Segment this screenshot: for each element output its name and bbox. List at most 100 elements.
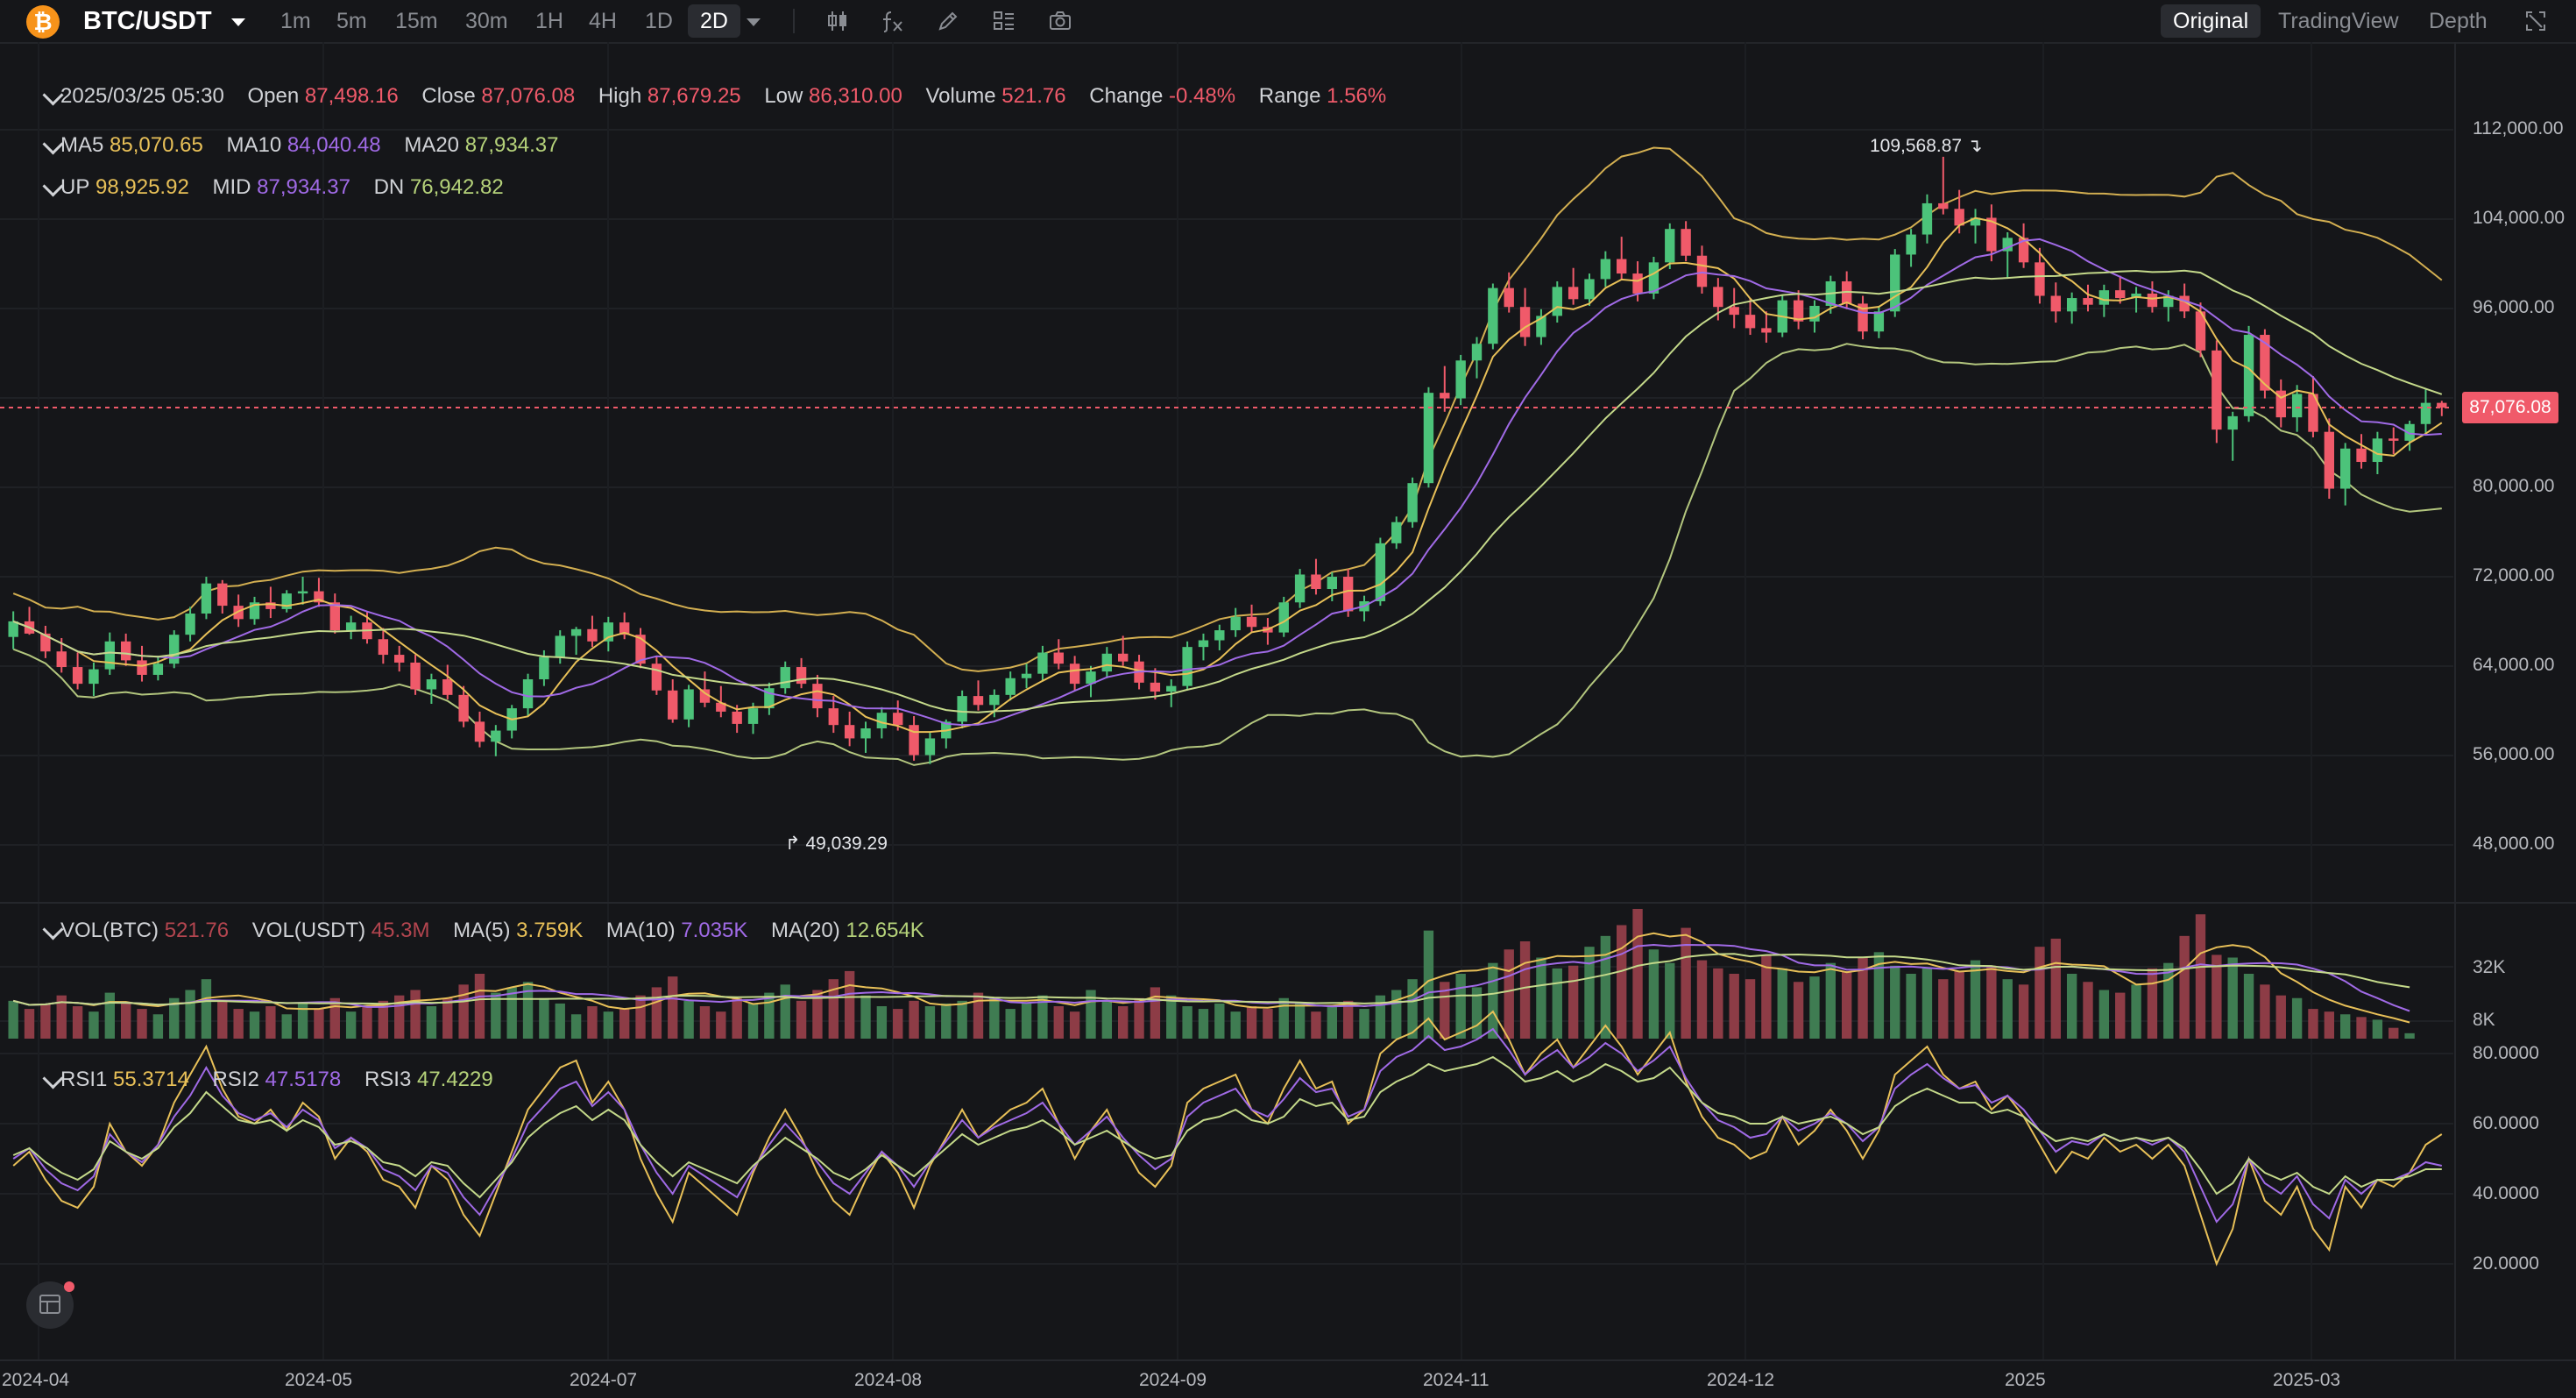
timeframe-2d[interactable]: 2D <box>688 4 740 38</box>
fullscreen-icon[interactable] <box>2522 7 2550 35</box>
candle-body <box>2163 295 2174 308</box>
volume-bar <box>152 1014 164 1039</box>
rsi1-line <box>12 1010 2443 1267</box>
candle-body <box>635 635 646 664</box>
candle-body <box>570 628 582 636</box>
candle <box>394 645 405 672</box>
candle <box>169 630 180 669</box>
price-tick: 96,000.00 <box>2473 297 2555 317</box>
candle-body <box>1230 616 1241 631</box>
candle-body <box>603 622 614 642</box>
volume-bar <box>1681 927 1691 1039</box>
volume-bar <box>539 997 549 1039</box>
candle-body <box>137 660 147 675</box>
candle-body <box>2243 335 2254 416</box>
candle-body <box>1954 209 1964 226</box>
view-tradingview-tab[interactable]: TradingView <box>2278 9 2399 33</box>
volume-bar <box>973 992 984 1039</box>
camera-icon[interactable] <box>1046 7 1074 35</box>
candle <box>699 671 711 707</box>
volume-bar <box>297 1003 308 1039</box>
candle <box>1696 245 1708 294</box>
candle <box>1230 607 1241 637</box>
candle <box>957 690 967 728</box>
timeframe-1h[interactable]: 1H <box>535 9 563 33</box>
candle <box>1568 267 1579 305</box>
candle <box>587 615 598 648</box>
candle-body <box>8 621 18 637</box>
candle-body <box>1519 307 1531 337</box>
volume-bar <box>233 1009 244 1039</box>
candle <box>8 611 18 649</box>
candle-body <box>281 593 292 609</box>
volume-bar <box>2115 992 2126 1039</box>
candle <box>1648 256 1660 300</box>
timeframe-1m[interactable]: 1m <box>280 9 311 33</box>
candle <box>249 596 260 625</box>
candle-body <box>844 725 855 739</box>
candle-body <box>2291 394 2303 418</box>
volume-bar <box>1053 1006 1064 1039</box>
candle <box>442 664 453 699</box>
candle-body <box>668 690 678 720</box>
rsi-tick: 40.0000 <box>2473 1183 2539 1203</box>
candle-body <box>732 711 742 724</box>
view-original-tab[interactable]: Original <box>2161 4 2261 38</box>
candle-body <box>88 669 99 685</box>
volume-bar <box>1873 952 1885 1039</box>
price-tick: 48,000.00 <box>2473 834 2555 854</box>
candle-body <box>1375 543 1386 602</box>
volume-bar <box>410 990 421 1039</box>
candle-body <box>1407 483 1418 522</box>
candle-body <box>2437 402 2447 408</box>
timeframe-5m[interactable]: 5m <box>336 9 367 33</box>
open-value: 87,498.16 <box>304 84 399 108</box>
layout-grid-icon[interactable] <box>990 7 1018 35</box>
volume-bar <box>1086 990 1096 1039</box>
candle-body <box>2098 290 2110 305</box>
timeframe-more-button[interactable] <box>747 0 761 42</box>
boll-dn-label: DN <box>373 175 405 199</box>
rsi1-value: 55.3714 <box>113 1068 189 1091</box>
volume-bar <box>104 992 115 1039</box>
candle-body <box>1455 360 1466 399</box>
rsi1-label: RSI1 <box>60 1068 108 1091</box>
indicator-fx-icon[interactable] <box>878 7 906 35</box>
volume-bar <box>668 976 678 1039</box>
volume-bar <box>1246 1006 1257 1039</box>
candle <box>24 607 35 635</box>
timeframe-1d[interactable]: 1D <box>645 9 673 33</box>
candle-body <box>474 721 485 742</box>
candle-body <box>378 639 389 656</box>
candle-body <box>2179 295 2190 312</box>
timeframe-4h[interactable]: 4H <box>589 9 617 33</box>
volume-bar <box>747 1003 759 1039</box>
volume-bar <box>1166 995 1177 1039</box>
volume-legend: VOL(BTC) 521.76 VOL(USDT) 45.3M MA(5) 3.… <box>42 919 924 943</box>
candle-body <box>1986 217 1997 252</box>
symbol-selector[interactable]: BTC/USDT <box>83 0 245 42</box>
chart-canvas[interactable] <box>0 42 2576 1398</box>
candle <box>683 685 694 727</box>
candle <box>2388 427 2399 455</box>
volume-bar <box>2050 938 2061 1039</box>
timeframe-15m[interactable]: 15m <box>395 9 438 33</box>
timeframe-30m[interactable]: 30m <box>465 9 508 33</box>
candle <box>1086 665 1096 698</box>
candle-body <box>2404 423 2415 441</box>
candle <box>2227 411 2238 461</box>
candle-body <box>619 622 630 635</box>
date-tick: 2024-04 <box>2 1370 70 1390</box>
draw-pencil-icon[interactable] <box>934 7 962 35</box>
candle-body <box>2115 290 2126 299</box>
volume-label: Volume <box>925 84 996 108</box>
candle <box>1744 298 1756 336</box>
candlestick-type-icon[interactable] <box>824 7 852 35</box>
volume-bar <box>56 995 67 1039</box>
vol-ma20-value: 12.654K <box>846 919 924 942</box>
view-depth-tab[interactable]: Depth <box>2429 9 2488 33</box>
candle-body <box>297 591 308 594</box>
date-tick: 2024-07 <box>570 1370 638 1390</box>
candle <box>345 615 357 640</box>
candle <box>1278 596 1289 637</box>
